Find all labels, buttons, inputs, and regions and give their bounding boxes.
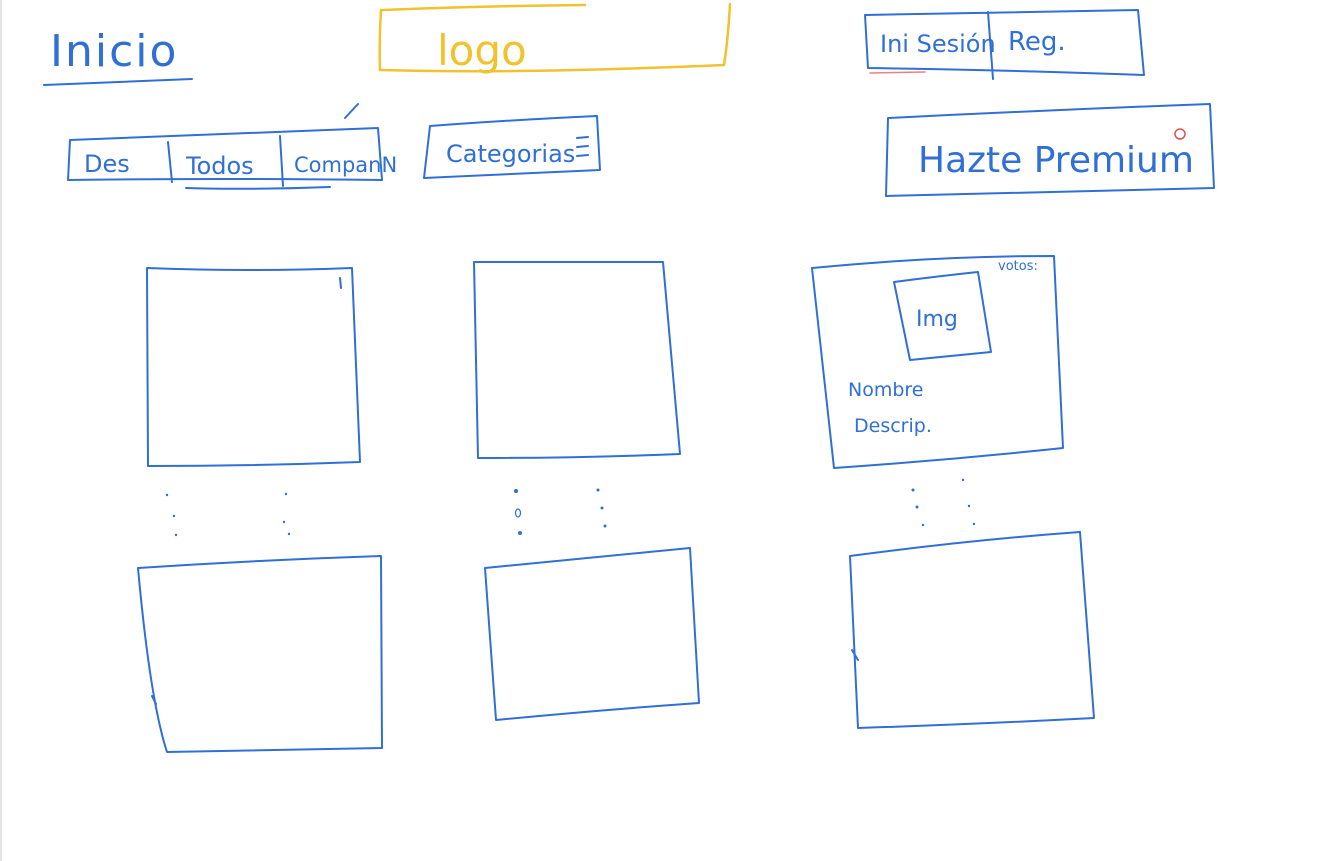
card-image-placeholder: Img [893, 271, 992, 361]
card-4[interactable] [137, 555, 383, 753]
continuation-marks [165, 478, 976, 537]
auth-group: Ini Sesión Reg. [864, 9, 1145, 80]
logo-text: logo [437, 26, 527, 75]
card-3-detail[interactable]: votos: Img Nombre Descrip. [811, 255, 1064, 469]
card-frame [473, 260, 681, 459]
card-2[interactable] [473, 260, 681, 459]
premium-button[interactable]: Hazte Premium [885, 103, 1215, 197]
premium-label: Hazte Premium [918, 140, 1194, 181]
title-underline [43, 78, 193, 86]
card-frame [811, 255, 1064, 469]
page-title: Inicio [50, 26, 178, 77]
card-frame [484, 547, 700, 721]
card-frame [146, 267, 361, 467]
votes-label: votos: [998, 259, 1038, 274]
logo-frame [378, 2, 732, 73]
card-frame [849, 531, 1095, 729]
header-title[interactable]: Inicio [43, 26, 193, 86]
card-6[interactable] [849, 531, 1095, 729]
premium-frame [885, 103, 1215, 197]
image-label: Img [916, 307, 958, 332]
card-1[interactable] [146, 267, 361, 467]
tab-todos[interactable]: Todos [185, 152, 254, 180]
card-description: Descrip. [854, 415, 932, 437]
card-5[interactable] [484, 547, 700, 721]
filter-tabs-frame [67, 103, 383, 190]
filter-tabs: Des Todos CompanN [67, 103, 397, 190]
card-frame [137, 555, 383, 753]
tab-destacados[interactable]: Des [84, 150, 130, 178]
auth-underline [869, 71, 926, 74]
tab-compania[interactable]: CompanN [294, 153, 397, 177]
register-button[interactable]: Reg. [1008, 27, 1066, 57]
hamburger-icon [576, 136, 589, 157]
categories-label: Categorias [446, 140, 575, 168]
canvas-edge [0, 0, 2, 861]
card-name: Nombre [848, 379, 924, 401]
categories-dropdown[interactable]: Categorias [423, 115, 601, 179]
categories-frame [423, 115, 601, 179]
auth-frame [864, 9, 1145, 80]
logo-area[interactable]: logo [378, 2, 732, 75]
premium-badge-icon [1174, 128, 1186, 140]
login-button[interactable]: Ini Sesión [880, 30, 996, 58]
